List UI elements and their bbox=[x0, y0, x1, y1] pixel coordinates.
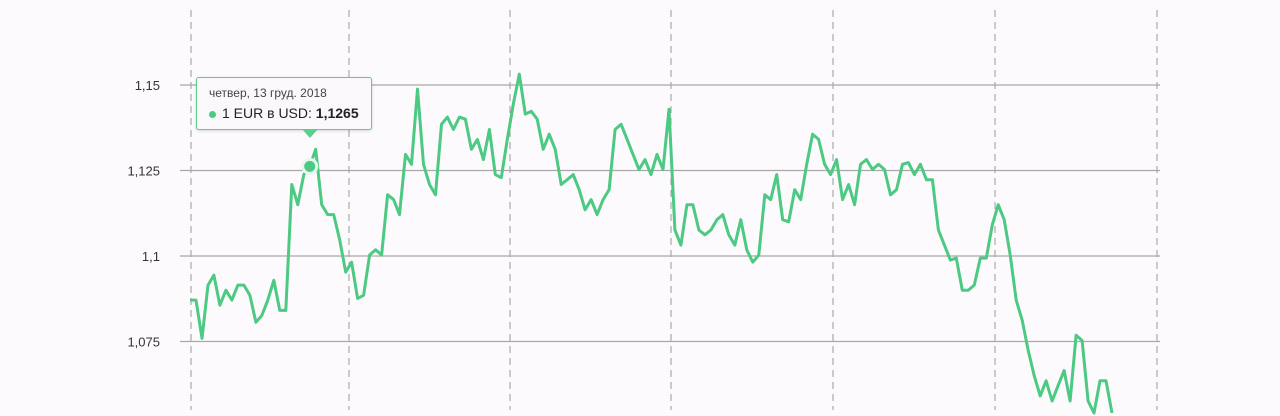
y-tick-label: 1,15 bbox=[135, 78, 160, 93]
y-tick-label: 1,1 bbox=[142, 249, 160, 264]
tooltip-date: четвер, 13 груд. 2018 bbox=[209, 86, 327, 100]
y-axis: 1,075 1,1 1,125 1,15 bbox=[127, 78, 160, 350]
series-line bbox=[190, 72, 1114, 415]
y-tick-label: 1,125 bbox=[127, 164, 160, 179]
tooltip-value: 1,1265 bbox=[315, 105, 359, 121]
tooltip-row: 1 EUR в USD: 1,1265 bbox=[209, 105, 359, 121]
y-tick-label: 1,075 bbox=[127, 335, 160, 350]
tooltip: четвер, 13 груд. 2018 1 EUR в USD: 1,126… bbox=[196, 77, 372, 130]
hover-point bbox=[301, 157, 319, 175]
tooltip-series-label: 1 EUR в USD: bbox=[222, 105, 312, 121]
grid bbox=[180, 10, 1160, 410]
series-dot-icon bbox=[209, 110, 216, 118]
tooltip-arrow bbox=[301, 129, 318, 138]
